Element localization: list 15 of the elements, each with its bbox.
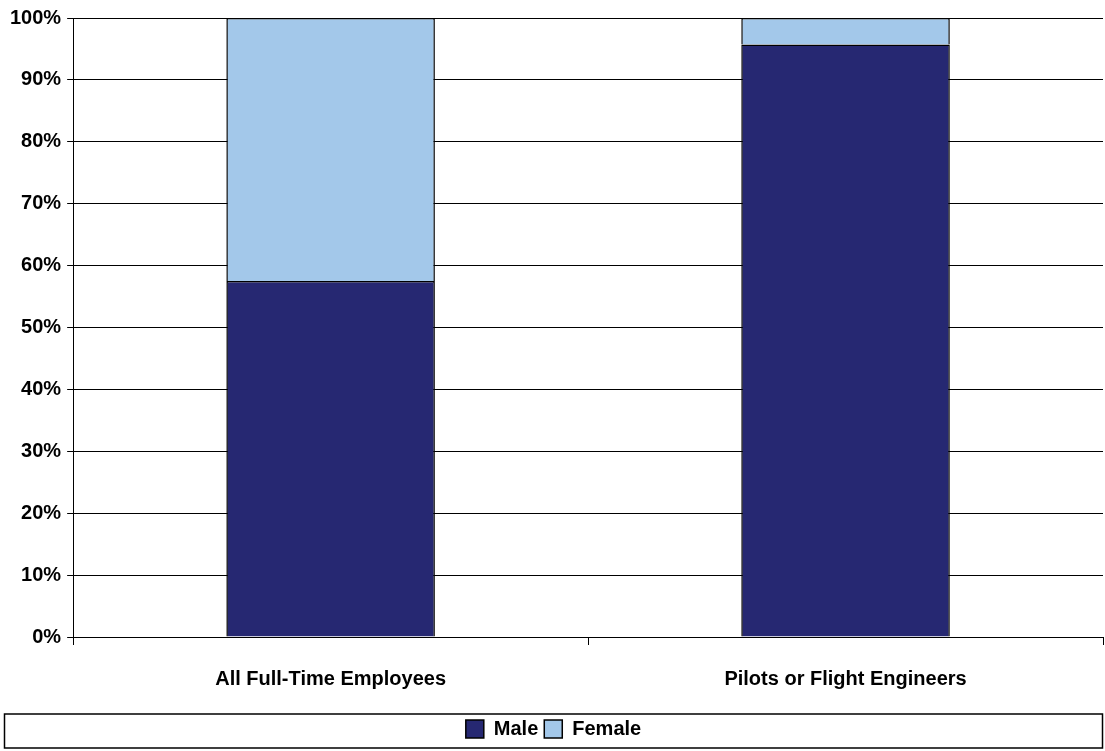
- y-tick-label: 10%: [21, 562, 62, 585]
- y-tick-label: 20%: [21, 500, 62, 523]
- y-tick-label: 70%: [21, 191, 62, 214]
- y-tick-label: 80%: [21, 129, 62, 152]
- y-tick-label: 50%: [21, 315, 62, 338]
- y-tick-label: 30%: [21, 438, 62, 461]
- legend-label: Female: [572, 716, 642, 739]
- y-tick-label: 60%: [21, 253, 62, 276]
- y-tick-label: 90%: [21, 67, 62, 90]
- x-tick-label: All Full-Time Employees: [215, 666, 447, 689]
- y-tick-label: 100%: [10, 5, 62, 28]
- y-tick-label: 40%: [21, 376, 62, 399]
- x-tick-label: Pilots or Flight Engineers: [724, 666, 967, 689]
- y-tick-label: 0%: [32, 624, 62, 647]
- legend-label: Male: [493, 716, 539, 739]
